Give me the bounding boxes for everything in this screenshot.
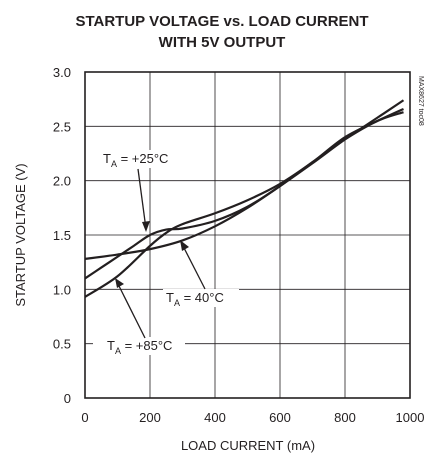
series-lines [84,99,405,298]
annotation-85c-pointer [116,281,146,339]
chart-title-line-1: STARTUP VOLTAGE vs. LOAD CURRENT [75,13,368,30]
y-axis-label: STARTUP VOLTAGE (V) [13,163,28,306]
plot-frame [84,71,411,399]
x-tick-label: 200 [139,410,161,425]
series-line-85c [84,107,404,298]
y-tick-label: 2.0 [53,174,71,189]
y-tick-label: 1.0 [53,282,71,297]
y-tick-labels: 0 0.5 1.0 1.5 2.0 2.5 3.0 [53,65,71,406]
x-axis-label: LOAD CURRENT (mA) [181,438,315,453]
y-tick-label: 0 [64,391,71,406]
x-tick-label: 600 [269,410,291,425]
annotation-85c-arrowhead [115,278,124,288]
y-tick-label: 2.5 [53,119,71,134]
annotation-40c-background [163,289,239,307]
annotation-85c-label: TA = +85°C [107,338,172,356]
annotation-40c-pointer [181,243,206,290]
y-tick-label: 1.5 [53,228,71,243]
chart-title-line-2: WITH 5V OUTPUT [159,34,286,51]
series-line-25c [84,111,404,280]
x-tick-label: 800 [334,410,356,425]
annotation-25c-label: TA = +25°C [103,151,168,169]
y-tick-label: 3.0 [53,65,71,80]
annotation-85c-background [93,337,185,355]
annotation-40c-arrowhead [180,240,189,251]
annotation-25c-background [100,150,184,168]
x-tick-label: 400 [204,410,226,425]
annotation-40c-label: TA = 40°C [166,290,224,308]
annotation-25c-arrowhead [142,221,150,232]
part-code: MAX8627 toc08 [417,76,424,126]
x-tick-label: 1000 [396,410,424,425]
annotation-25c-pointer [137,168,147,230]
y-tick-label: 0.5 [53,337,71,352]
x-tick-labels: 0 200 400 600 800 1000 [81,410,424,425]
x-tick-label: 0 [81,410,88,425]
